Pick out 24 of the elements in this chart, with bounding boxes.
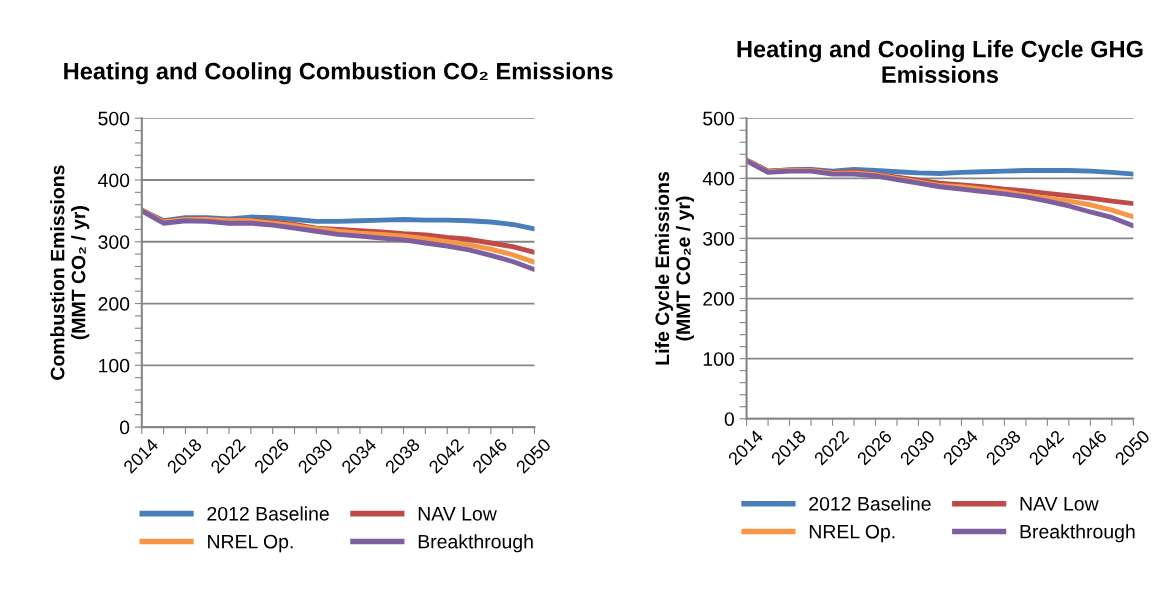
y-tick-label: 500 <box>98 111 130 126</box>
y-axis-title: Combustion Emissions (MMT CO₂ / yr) <box>50 165 90 380</box>
y-tick-label: 500 <box>703 111 734 126</box>
legend-label: NREL Op. <box>809 524 895 543</box>
y-tick-label: 200 <box>98 297 130 311</box>
y-tick-label: 0 <box>724 412 734 427</box>
legend-label: NAV Low <box>1020 497 1099 511</box>
y-tick-label: 100 <box>99 358 130 373</box>
y-tick-label: 400 <box>98 173 130 188</box>
legend-label: 2012 Baseline <box>207 506 329 521</box>
y-axis-title: Life Cycle Emissions (MMT CO₂e / yr) <box>654 172 694 365</box>
chart-title: Heating and Cooling Life Cycle GHG Emissions <box>737 40 1143 83</box>
y-tick-label: 300 <box>703 231 734 246</box>
y-tick-label: 300 <box>98 235 130 249</box>
legend-label: 2012 Baseline <box>809 496 931 511</box>
legend-label: NREL Op. <box>208 534 293 553</box>
legend-label: NAV Low <box>418 507 497 521</box>
y-tick-label: 200 <box>703 292 734 306</box>
legend-label: Breakthrough <box>418 534 533 553</box>
y-tick-label: 100 <box>703 352 734 366</box>
y-tick-label: 0 <box>119 420 130 435</box>
legend-label: Breakthrough <box>1020 524 1135 543</box>
chart-title: Heating and Cooling Combustion CO₂ Emissions <box>64 62 613 85</box>
y-tick-label: 400 <box>702 171 734 186</box>
